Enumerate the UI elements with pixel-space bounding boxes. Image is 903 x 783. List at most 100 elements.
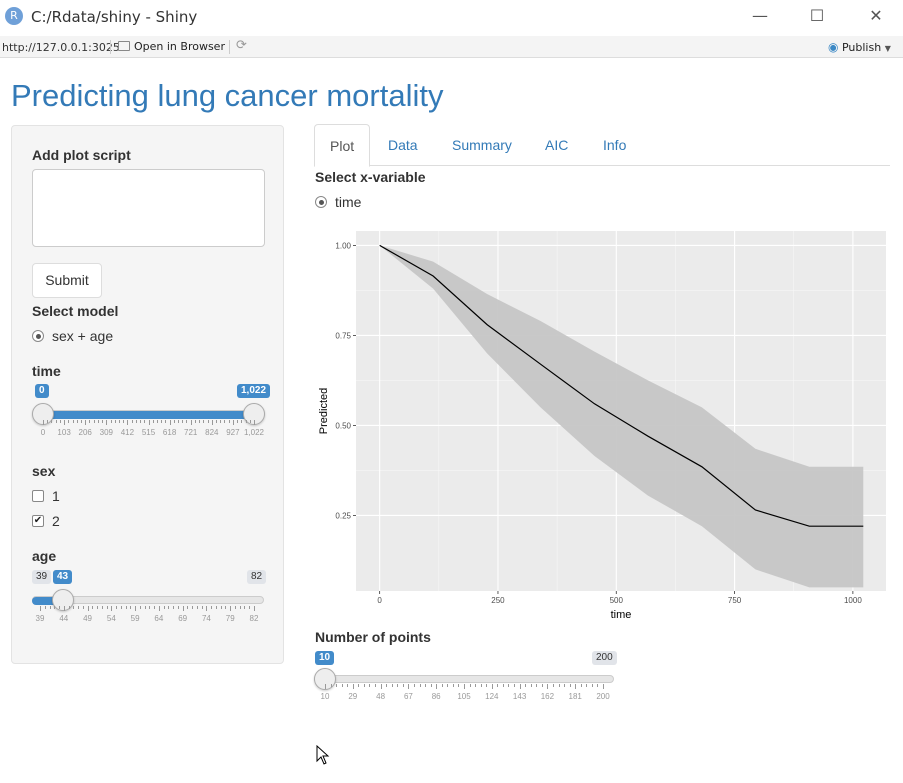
confidence-ribbon — [379, 245, 864, 588]
slider-tick-label: 29 — [348, 692, 358, 701]
time-slider[interactable]: 0 1,022 0 103 206 309 412 515 618 721 824 927 1,02… — [32, 384, 271, 444]
slider-tick-label: 824 — [205, 428, 219, 437]
slider-tick-mark — [480, 684, 482, 687]
slider-track[interactable] — [314, 675, 614, 683]
slider-tick-label: 105 — [457, 692, 471, 701]
slider-tick-mark — [249, 420, 251, 423]
x-tick-label: 0 — [377, 596, 382, 605]
slider-tick-label: 1,022 — [243, 428, 265, 437]
slider-tick-mark — [168, 606, 170, 609]
slider-tick-mark — [358, 684, 360, 687]
slider-tick-label: 412 — [120, 428, 135, 437]
checkbox-checked[interactable]: ✔ — [32, 515, 44, 527]
prediction-line — [379, 244, 864, 527]
open-browser-button[interactable]: Open in Browser — [118, 40, 225, 53]
age-slider[interactable]: 39 43 82 39 44 49 54 59 64 69 74 79 82 — [32, 570, 267, 630]
slider-tick-mark — [230, 606, 232, 611]
publish-button[interactable]: ◉ Publish ▼ — [828, 40, 891, 54]
slider-tick-mark — [55, 420, 57, 423]
slider-tick-mark — [54, 606, 56, 609]
model-radio-option[interactable]: sex + age — [32, 328, 113, 344]
slider-tick-mark — [125, 606, 127, 609]
publish-label: Publish — [841, 41, 882, 54]
slider-tick-mark — [177, 606, 179, 609]
age-handle[interactable] — [52, 589, 74, 611]
slider-tick-mark — [123, 420, 125, 423]
slider-tick-mark — [234, 606, 236, 609]
slider-tick-mark — [514, 684, 516, 687]
x-variable-radio-option[interactable]: time — [315, 194, 361, 210]
slider-tick-mark — [106, 606, 108, 609]
slider-tick-mark — [519, 684, 521, 689]
maximize-button[interactable]: ☐ — [809, 6, 825, 25]
open-browser-label: Open in Browser — [134, 40, 225, 53]
slider-tick-mark — [59, 606, 61, 609]
slider-tick-mark — [336, 684, 338, 687]
sidebar-panel: Add plot script Submit Select model sex … — [11, 125, 284, 664]
points-value-badge: 10 — [315, 651, 335, 665]
plot-script-input[interactable] — [32, 169, 265, 247]
y-tick-label: 1.00 — [335, 241, 351, 250]
window-title: C:/Rdata/shiny - Shiny — [31, 8, 198, 26]
tab-plot[interactable]: Plot — [314, 124, 371, 167]
age-max-badge: 82 — [247, 570, 267, 584]
slider-tick-mark — [249, 606, 251, 609]
slider-tick-mark — [127, 420, 129, 425]
slider-tick-mark — [51, 420, 53, 423]
slider-tick-mark — [413, 684, 415, 687]
slider-tick-label: 200 — [596, 692, 610, 701]
slider-tick-mark — [363, 684, 365, 687]
sex-label: sex — [32, 463, 56, 479]
slider-tick-mark — [347, 684, 349, 687]
slider-tick-mark — [447, 684, 449, 687]
tab-aic[interactable]: AIC — [545, 137, 569, 153]
slider-tick-mark — [408, 684, 410, 689]
slider-tick-mark — [580, 684, 582, 687]
slider-tick-mark — [80, 420, 82, 423]
time-to-badge: 1,022 — [237, 384, 271, 398]
slider-tick-mark — [552, 684, 554, 687]
slider-tick-mark — [220, 606, 222, 609]
slider-tick-mark — [76, 420, 78, 423]
sex-option-1[interactable]: 1 — [32, 488, 60, 504]
y-axis-label: Predicted — [318, 388, 330, 434]
minimize-button[interactable]: — — [752, 6, 768, 25]
slider-tick-label: 721 — [184, 428, 198, 437]
slider-tick-label: 48 — [376, 692, 386, 701]
publish-icon: ◉ — [828, 40, 839, 54]
points-handle[interactable] — [314, 668, 336, 690]
tab-data[interactable]: Data — [388, 137, 418, 153]
checkbox[interactable] — [32, 490, 44, 502]
radio-button[interactable] — [315, 196, 327, 208]
points-max-badge: 200 — [592, 651, 617, 665]
tab-summary[interactable]: Summary — [452, 137, 512, 153]
slider-tick-mark — [541, 684, 543, 687]
radio-button[interactable] — [32, 330, 44, 342]
slider-tick-mark — [187, 606, 189, 609]
x-tick-label: 750 — [728, 596, 742, 605]
mouse-cursor-icon — [316, 745, 330, 765]
plot-script-label: Add plot script — [32, 147, 131, 163]
slider-tick-mark — [239, 606, 241, 609]
submit-button[interactable]: Submit — [32, 263, 102, 298]
slider-tick-mark — [186, 420, 188, 423]
slider-tick-label: 0 — [40, 428, 46, 437]
slider-tick-mark — [228, 420, 230, 423]
slider-tick-mark — [82, 606, 84, 609]
slider-tick-mark — [68, 420, 70, 423]
slider-fill — [42, 411, 254, 419]
slider-tick-mark — [452, 684, 454, 687]
close-button[interactable]: ✕ — [869, 6, 883, 25]
points-slider[interactable]: 10 200 10 29 48 67 86 105 124 143 162 181 200 — [314, 651, 617, 711]
x-variable-option-label: time — [335, 194, 362, 210]
refresh-icon[interactable]: ⟳ — [236, 38, 247, 53]
slider-tick-mark — [591, 684, 593, 687]
tab-info[interactable]: Info — [603, 137, 627, 153]
slider-tick-mark — [352, 684, 354, 689]
age-min-badge: 39 — [32, 570, 52, 584]
sex-option-2[interactable]: ✔ 2 — [32, 513, 60, 529]
slider-tick-label: 309 — [99, 428, 113, 437]
slider-tick-mark — [497, 684, 499, 687]
slider-tick-mark — [375, 684, 377, 687]
slider-tick-mark — [558, 684, 560, 687]
